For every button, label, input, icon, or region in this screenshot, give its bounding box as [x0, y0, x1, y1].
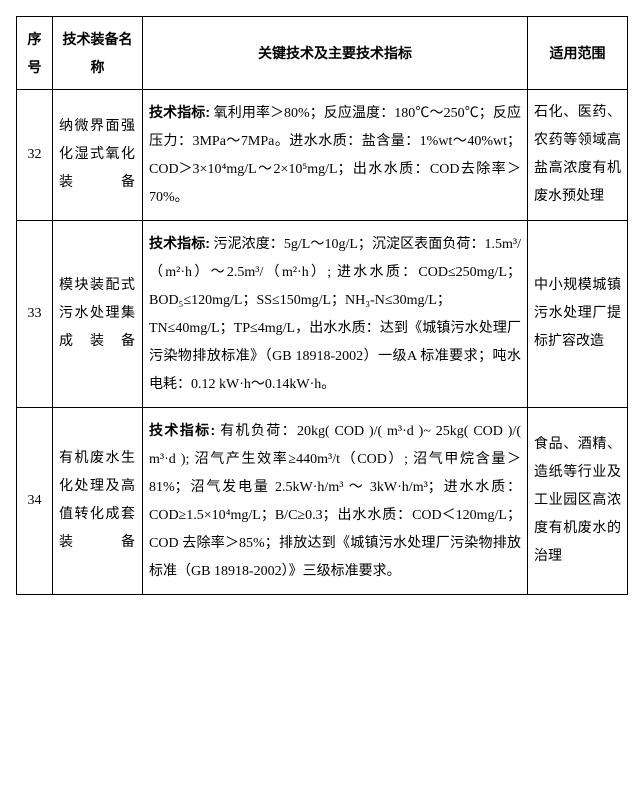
table-row: 33模块装配式污水处理集成装备技术指标: 污泥浓度：5g/L～10g/L；沉淀区…: [17, 221, 628, 408]
cell-name: 有机废水生化处理及高值转化成套装备: [53, 408, 143, 595]
cell-seq: 33: [17, 221, 53, 408]
table-row: 32纳微界面强化湿式氧化装备技术指标: 氧利用率＞80%；反应温度：180℃～2…: [17, 90, 628, 221]
header-tech: 关键技术及主要技术指标: [143, 17, 528, 90]
header-seq: 序号: [17, 17, 53, 90]
header-name: 技术装备名称: [53, 17, 143, 90]
cell-scope: 石化、医药、农药等领域高盐高浓度有机废水预处理: [528, 90, 628, 221]
cell-seq: 34: [17, 408, 53, 595]
tech-label: 技术指标:: [149, 235, 210, 251]
cell-tech: 技术指标: 有机负荷：20kg( COD )/( m³·d )~ 25kg( C…: [143, 408, 528, 595]
tech-body: 污泥浓度：5g/L～10g/L；沉淀区表面负荷：1.5m³/（m²·h）～2.5…: [149, 237, 521, 392]
cell-name: 模块装配式污水处理集成装备: [53, 221, 143, 408]
tech-body: 氧利用率＞80%；反应温度：180℃～250℃；反应压力：3MPa～7MPa。进…: [149, 106, 521, 205]
tech-label: 技术指标:: [149, 104, 210, 120]
tech-body: 有机负荷：20kg( COD )/( m³·d )~ 25kg( COD )/(…: [149, 424, 521, 579]
cell-scope: 食品、酒精、造纸等行业及工业园区高浓度有机废水的治理: [528, 408, 628, 595]
cell-name: 纳微界面强化湿式氧化装备: [53, 90, 143, 221]
header-row: 序号 技术装备名称 关键技术及主要技术指标 适用范围: [17, 17, 628, 90]
cell-seq: 32: [17, 90, 53, 221]
cell-tech: 技术指标: 氧利用率＞80%；反应温度：180℃～250℃；反应压力：3MPa～…: [143, 90, 528, 221]
cell-tech: 技术指标: 污泥浓度：5g/L～10g/L；沉淀区表面负荷：1.5m³/（m²·…: [143, 221, 528, 408]
header-scope: 适用范围: [528, 17, 628, 90]
cell-scope: 中小规模城镇污水处理厂提标扩容改造: [528, 221, 628, 408]
table-row: 34有机废水生化处理及高值转化成套装备技术指标: 有机负荷：20kg( COD …: [17, 408, 628, 595]
tech-label: 技术指标:: [149, 422, 215, 438]
tech-table: 序号 技术装备名称 关键技术及主要技术指标 适用范围 32纳微界面强化湿式氧化装…: [16, 16, 628, 595]
